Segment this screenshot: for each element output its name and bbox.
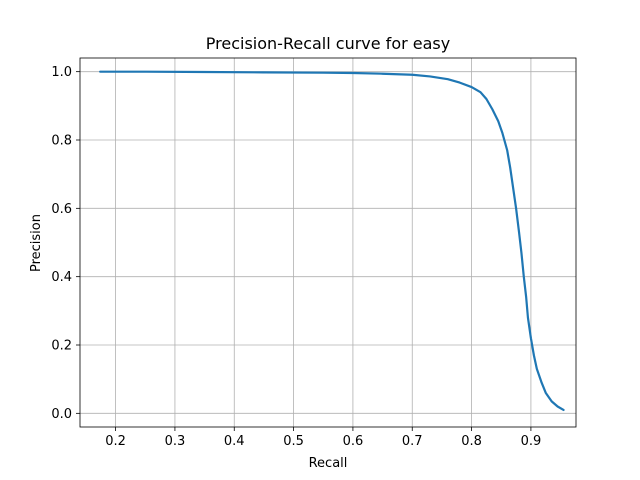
y-tick-label: 0.4 <box>51 270 72 285</box>
x-tick-label: 0.3 <box>165 434 186 449</box>
axis-ticks: 0.2 0.3 0.4 0.5 0.6 0.7 0.8 0.9 0.0 0.2 0.4 0.6 0.8 1… <box>51 65 541 449</box>
y-tick-label: 0.2 <box>51 339 72 354</box>
y-axis-label: Precision <box>29 214 44 272</box>
x-tick-label: 0.9 <box>521 434 542 449</box>
y-tick-label: 1.0 <box>51 65 72 80</box>
x-tick-label: 0.4 <box>224 434 245 449</box>
x-tick-label: 0.2 <box>105 434 126 449</box>
y-tick-label: 0.6 <box>51 202 72 217</box>
y-tick-label: 0.8 <box>51 134 72 149</box>
plot-frame <box>79 57 577 428</box>
x-axis-label: Recall <box>309 456 348 471</box>
y-tick-label: 0.0 <box>51 407 72 422</box>
chart-title: Precision-Recall curve for easy <box>206 34 450 53</box>
x-tick-label: 0.5 <box>283 434 304 449</box>
x-tick-label: 0.8 <box>461 434 482 449</box>
x-tick-label: 0.6 <box>343 434 364 449</box>
x-tick-label: 0.7 <box>402 434 423 449</box>
pr-curve-line <box>99 70 565 412</box>
series-layer <box>99 70 565 412</box>
